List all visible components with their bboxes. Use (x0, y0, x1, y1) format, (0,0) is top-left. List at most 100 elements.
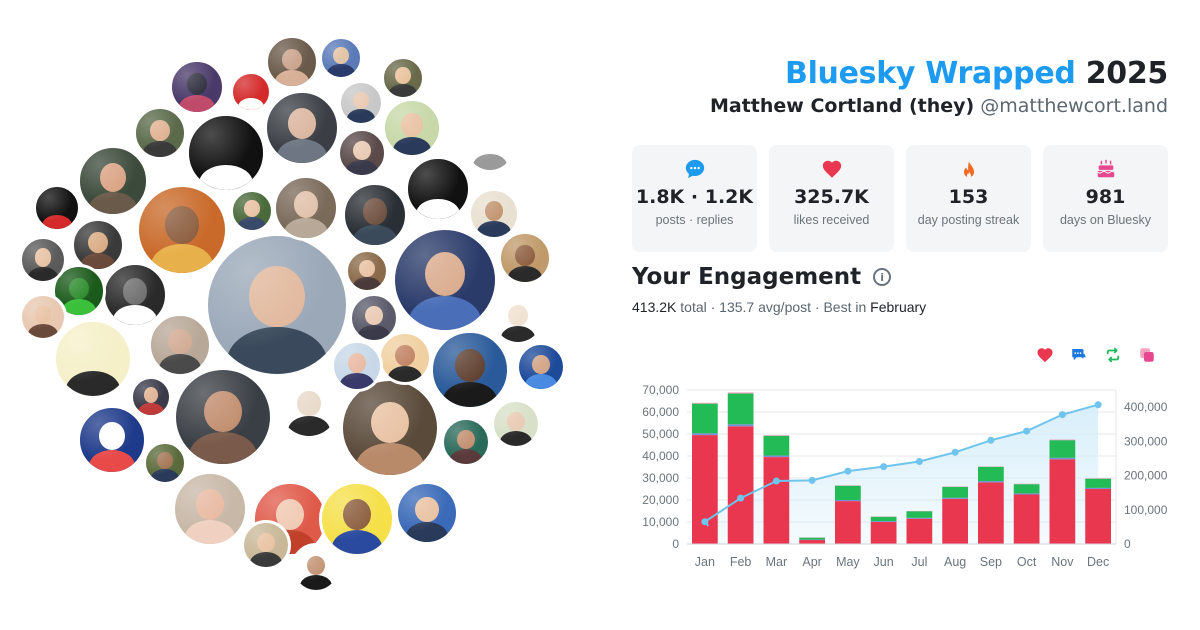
y-tick-label: 60,000 (642, 405, 679, 419)
bar-reposts-aug (942, 486, 968, 498)
y-tick-label: 0 (672, 537, 679, 551)
avatar (33, 184, 81, 232)
avatar (102, 262, 168, 328)
bar-replies-sep (978, 481, 1004, 483)
avatar (277, 375, 341, 439)
avatar (468, 188, 520, 240)
avatar (265, 35, 319, 89)
avatar (337, 128, 387, 178)
repost-icon[interactable] (1104, 346, 1122, 364)
x-tick-label: Sep (980, 555, 1002, 569)
cumulative-point-dec (1094, 401, 1102, 409)
stat-label: posts · replies (655, 213, 734, 227)
avatar (378, 331, 432, 385)
bar-reposts-feb (727, 393, 754, 425)
bar-replies-jun (870, 521, 897, 522)
page-title: Bluesky Wrapped 2025 (785, 56, 1168, 91)
stat-value: 153 (948, 186, 989, 208)
bar-likes-feb (727, 426, 754, 544)
cumulative-point-oct (1023, 427, 1031, 435)
bar-replies-aug (942, 497, 968, 499)
bar-likes-sep (978, 482, 1004, 544)
stat-label: likes received (793, 213, 870, 227)
bar-reposts-sep (978, 466, 1004, 482)
avatar (273, 175, 339, 241)
stat-label: days on Bluesky (1059, 213, 1152, 227)
avatar (173, 367, 273, 467)
bar-reposts-nov (1049, 440, 1076, 458)
avatar (169, 59, 225, 115)
avatar (148, 313, 212, 377)
stat-card-posts: 1.8K · 1.2K posts · replies (632, 145, 757, 252)
bar-likes-jul (906, 518, 933, 544)
bar-replies-oct (1013, 493, 1040, 495)
brand-title: Bluesky Wrapped (785, 56, 1076, 91)
avatar (205, 233, 349, 377)
x-tick-label: Oct (1017, 555, 1037, 569)
y2-tick-label: 400,000 (1124, 400, 1168, 414)
y-tick-label: 50,000 (642, 427, 679, 441)
user-handle: @matthewcort.land (980, 95, 1168, 117)
y2-tick-label: 300,000 (1124, 434, 1168, 448)
avatar (291, 543, 341, 593)
avg-text: · 135.7 avg/post · Best in (710, 299, 867, 315)
avatar (19, 236, 67, 284)
avatar (491, 399, 541, 449)
quote-icon[interactable] (1138, 346, 1156, 364)
x-tick-label: Aug (944, 555, 966, 569)
cumulative-point-apr (808, 476, 816, 484)
x-tick-label: Jul (911, 555, 927, 569)
year-label: 2025 (1085, 56, 1169, 91)
avatar (130, 376, 172, 418)
display-name: Matthew Cortland (they) (709, 95, 975, 117)
avatar-cluster (19, 35, 566, 593)
bar-likes-dec (1085, 489, 1111, 544)
avatar (230, 71, 272, 113)
avatar (345, 249, 389, 293)
avatar (349, 293, 399, 343)
cumulative-point-mar (772, 477, 780, 485)
cumulative-point-may (844, 467, 852, 475)
bar-replies-jul (906, 517, 933, 519)
bar-reposts-mar (763, 435, 790, 456)
stat-value: 325.7K (794, 186, 869, 208)
best-month: February (870, 299, 927, 315)
x-tick-label: Dec (1087, 555, 1109, 569)
avatar (516, 342, 566, 392)
y2-tick-label: 200,000 (1124, 469, 1168, 483)
avatar (53, 319, 133, 399)
bar-reposts-oct (1013, 484, 1040, 494)
avatar (340, 378, 440, 478)
engagement-summary: 413.2K total · 135.7 avg/post · Best in … (632, 299, 926, 315)
avatar (464, 121, 516, 173)
bar-likes-jan (692, 435, 718, 544)
bar-replies-feb (727, 424, 754, 427)
cumulative-point-jul (915, 458, 923, 466)
avatar (338, 80, 384, 126)
avatar (331, 340, 383, 392)
engagement-title: Your Engagement i (632, 264, 892, 290)
x-tick-label: Jan (695, 555, 715, 569)
bar-likes-nov (1049, 459, 1076, 544)
bar-quotes-jan (692, 402, 718, 404)
cumulative-point-jan (701, 518, 709, 526)
bar-likes-oct (1013, 494, 1040, 544)
bar-replies-may (835, 500, 861, 502)
reply-icon[interactable] (1070, 346, 1088, 364)
heart-icon (822, 160, 841, 178)
avatar (382, 98, 442, 158)
y-tick-label: 20,000 (642, 493, 679, 507)
y-tick-label: 30,000 (642, 471, 679, 485)
y2-tick-label: 0 (1124, 537, 1131, 551)
cumulative-point-jun (880, 463, 888, 471)
heart-icon[interactable] (1036, 346, 1054, 364)
info-icon[interactable]: i (873, 268, 892, 286)
bar-reposts-apr (799, 537, 825, 540)
bar-replies-mar (763, 455, 790, 458)
avatar (441, 417, 491, 467)
x-tick-label: May (836, 555, 860, 569)
bar-likes-apr (799, 540, 825, 544)
x-tick-label: Mar (766, 555, 788, 569)
bar-reposts-dec (1085, 478, 1111, 488)
chart-legend (1036, 346, 1156, 364)
